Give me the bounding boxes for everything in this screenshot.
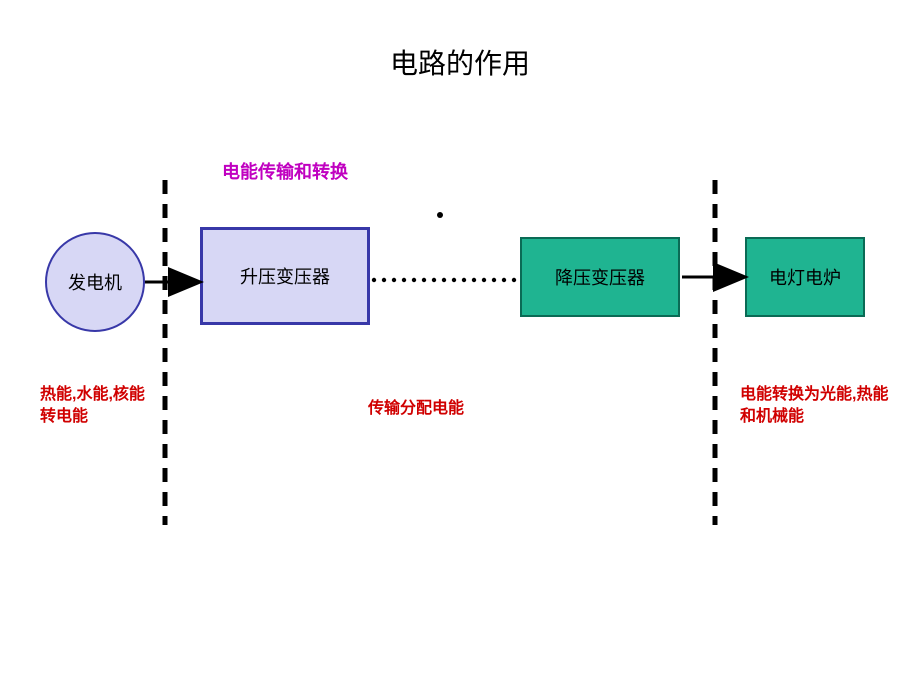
transmission-label: 电能传输和转换 — [222, 158, 348, 184]
node-stepdown: 降压变压器 — [520, 237, 680, 317]
node-stepup: 升压变压器 — [200, 227, 370, 325]
node-generator: 发电机 — [45, 232, 145, 332]
note-right: 电能转换为光能,热能和机械能 — [740, 384, 900, 429]
note-left: 热能,水能,核能转电能 — [40, 384, 160, 429]
page-title: 电路的作用 — [390, 42, 530, 82]
note-middle: 传输分配电能 — [368, 398, 464, 420]
stray-dot — [437, 212, 443, 218]
node-load: 电灯电炉 — [745, 237, 865, 317]
connector-overlay — [0, 0, 920, 690]
